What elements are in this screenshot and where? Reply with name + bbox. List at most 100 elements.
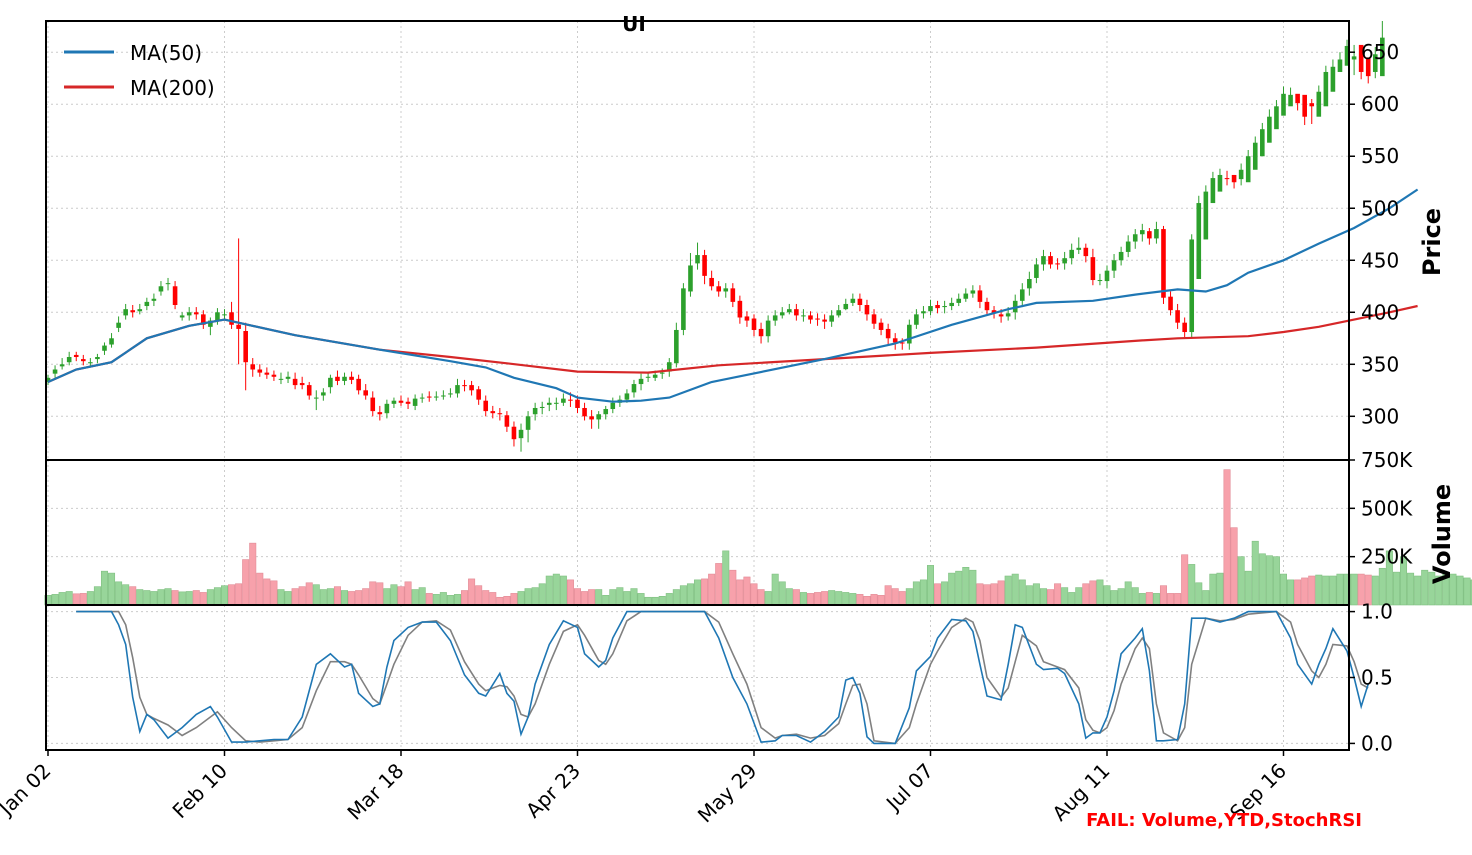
volume-bar <box>1124 581 1132 606</box>
volume-bar <box>263 578 271 606</box>
volume-bar <box>1294 579 1302 606</box>
candle-body <box>907 324 912 344</box>
legend-label-ma200: MA(200) <box>130 76 215 100</box>
candle-body <box>963 293 969 299</box>
volume-bar <box>969 569 977 606</box>
candle-body <box>299 383 305 386</box>
candle-body <box>1041 256 1046 265</box>
candle-body <box>490 411 496 414</box>
candle-body <box>1252 142 1258 170</box>
candle-body <box>765 320 771 337</box>
candle-body <box>596 414 601 420</box>
ma50-line <box>47 188 1419 403</box>
candle-body <box>1217 174 1223 192</box>
candle-body <box>659 372 665 374</box>
volume-bar <box>348 591 356 606</box>
volume-bar <box>213 587 221 606</box>
candle-body <box>1154 229 1159 239</box>
candle-body <box>942 306 947 308</box>
volume-bar <box>750 583 758 606</box>
volume-bar <box>411 589 419 606</box>
volume-bar <box>1159 585 1167 606</box>
volume-bar <box>1378 567 1386 606</box>
candle-body <box>257 369 263 373</box>
price-tick-label: 650 <box>1361 40 1399 64</box>
candle-body <box>1203 191 1209 240</box>
candle-body <box>772 315 778 321</box>
volume-bar <box>715 563 723 606</box>
legend: MA(50) MA(200) <box>64 41 215 100</box>
volume-bar <box>1350 573 1358 606</box>
candle-body <box>1118 251 1124 261</box>
volume-bar <box>1258 553 1266 606</box>
candle-body <box>730 288 736 302</box>
candle-body <box>631 384 637 393</box>
volume-bar <box>658 595 666 606</box>
candlesticks <box>45 21 1385 452</box>
volume-bar <box>1414 575 1422 606</box>
volume-bar <box>1287 579 1295 606</box>
volume-bar <box>722 550 730 606</box>
candle-body <box>977 290 983 302</box>
volume-bar <box>510 593 518 606</box>
volume-bar <box>489 592 497 606</box>
candle-body <box>525 416 531 430</box>
candle-body <box>935 304 940 309</box>
candle-body <box>335 376 340 381</box>
volume-bar <box>1244 570 1252 606</box>
volume-bar <box>806 593 814 606</box>
candle-body <box>511 426 517 440</box>
volume-bar <box>72 593 80 606</box>
volume-bar <box>284 591 292 606</box>
candle-body <box>984 301 990 311</box>
volume-bar <box>623 591 631 606</box>
volume-bar <box>404 581 412 606</box>
volume-bar <box>1145 592 1153 606</box>
volume-bar <box>976 583 984 606</box>
candle-body <box>88 362 93 364</box>
candle-body <box>1132 234 1138 242</box>
candle-body <box>1140 230 1145 235</box>
candle-body <box>497 413 503 415</box>
candle-body <box>1111 260 1117 271</box>
candle-body <box>377 412 383 415</box>
volume-bar <box>962 566 970 606</box>
candle-body <box>1224 178 1230 180</box>
candle-body <box>921 311 926 314</box>
candle-body <box>73 354 79 358</box>
price-grid <box>46 21 1349 460</box>
volume-bar <box>1216 572 1224 606</box>
candle-body <box>949 302 954 307</box>
candle-body <box>652 374 658 378</box>
candle-body <box>1090 257 1096 281</box>
candle-body <box>801 315 806 317</box>
volume-bar <box>1463 577 1471 606</box>
volume-bar <box>595 589 603 606</box>
volume-bar <box>1082 583 1090 606</box>
candle-body <box>1005 313 1011 317</box>
volume-bar <box>736 579 744 606</box>
volume-bar <box>319 589 327 606</box>
volume-bar <box>1428 571 1436 606</box>
volume-bar <box>1329 575 1337 606</box>
volume-bar <box>1032 583 1040 606</box>
volume-bar <box>799 592 807 606</box>
candle-body <box>546 402 552 405</box>
candle-body <box>1027 278 1032 289</box>
volume-bar <box>941 581 949 606</box>
volume-bar <box>757 589 765 606</box>
volume-bar <box>432 594 440 606</box>
candle-body <box>758 328 764 337</box>
volume-bar <box>559 575 567 606</box>
volume-bar <box>496 596 504 606</box>
volume-bar <box>390 584 398 606</box>
candle-body <box>349 376 354 380</box>
volume-bar <box>1039 588 1047 606</box>
candle-body <box>645 376 651 378</box>
volume-bar <box>870 594 878 606</box>
candle-body <box>109 338 114 345</box>
candle-body <box>1330 66 1336 92</box>
volume-bar <box>602 595 610 606</box>
volume-bar <box>531 587 539 606</box>
volume-bar <box>1152 593 1160 606</box>
